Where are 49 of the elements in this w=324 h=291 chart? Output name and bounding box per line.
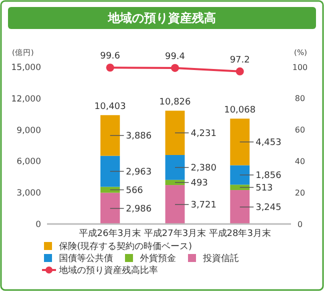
data-label: 493: [190, 178, 208, 189]
legend-label: 地域の預り資産残高比率: [58, 265, 158, 276]
data-label: 513: [256, 184, 273, 194]
bar: [100, 156, 120, 187]
y2-tick-label: 60: [294, 126, 306, 135]
legend-label: 国債等公共債: [59, 253, 113, 264]
total-label: 10,068: [224, 106, 256, 116]
y-tick-label: 15,000: [11, 62, 41, 73]
y-tick-label: 3,000: [16, 188, 41, 199]
bar: [165, 185, 185, 224]
bar: [165, 110, 185, 155]
data-label: 2,380: [190, 164, 217, 174]
bar: [230, 165, 250, 185]
y-tick-label: 0: [36, 220, 41, 230]
data-label: 2,963: [126, 167, 152, 178]
data-label: 99.6: [100, 52, 120, 62]
total-label: 10,403: [94, 102, 126, 112]
y-tick-label: 6,000: [16, 157, 41, 168]
x-tick-label: 平成28年3月末: [208, 228, 271, 239]
bar: [230, 184, 250, 190]
chart-title: 地域の預り資産残高: [107, 11, 216, 26]
x-tick-label: 平成26年3月末: [79, 228, 142, 239]
x-tick-label: 平成27年3月末: [144, 228, 206, 239]
bar: [230, 190, 250, 224]
data-label: 1,856: [256, 171, 282, 182]
bar: [100, 192, 120, 224]
y2-tick-label: 0: [297, 220, 303, 229]
data-label: 97.2: [230, 55, 250, 66]
y-tick-label: 12,000: [11, 94, 41, 104]
data-label: 3,886: [126, 132, 152, 142]
data-label: 3,721: [190, 200, 216, 211]
total-label: 10,826: [159, 98, 192, 108]
data-label: 99.4: [164, 52, 186, 62]
y2-tick-label: 80: [294, 94, 306, 104]
y-tick-label: 9,000: [16, 126, 41, 136]
bar: [165, 154, 185, 180]
data-label: 4,231: [190, 128, 216, 139]
bar: [230, 118, 250, 166]
data-label: 4,453: [256, 138, 282, 148]
legend-label: 保険(現存する契約の時価ベース): [59, 241, 192, 252]
y2-tick-label: 100: [292, 62, 308, 72]
y2-tick-label: 20: [294, 188, 306, 198]
data-label: 2,986: [126, 204, 152, 215]
legend-label: 投資信託: [202, 253, 239, 264]
data-label: 3,245: [256, 203, 282, 214]
y2-tick-label: 40: [294, 157, 306, 166]
bar: [100, 115, 120, 156]
data-label: 566: [126, 186, 144, 196]
legend-label: 外貨預金: [140, 253, 176, 264]
